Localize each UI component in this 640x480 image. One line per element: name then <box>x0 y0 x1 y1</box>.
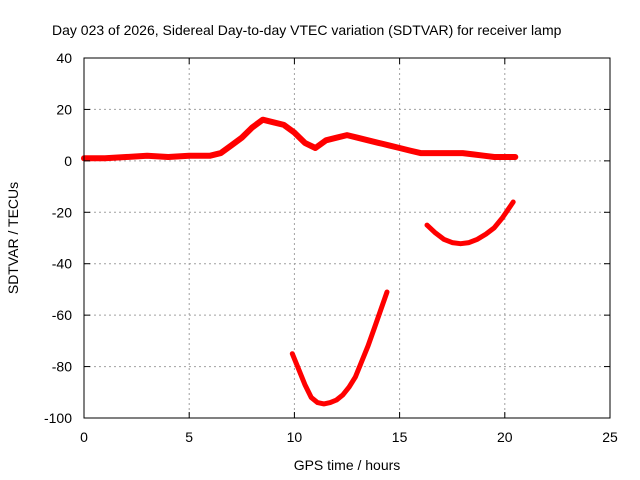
y-tick-label: -80 <box>52 359 72 375</box>
y-tick-labels: -100 -80 -60 -40 -20 0 20 40 <box>44 50 72 426</box>
y-tick-label: 0 <box>64 153 72 169</box>
x-tick-label: 10 <box>287 429 303 445</box>
series-daytime-band <box>81 116 519 162</box>
x-tick-label: 15 <box>392 429 408 445</box>
series-arc-2 <box>424 199 516 247</box>
x-tick-label: 5 <box>185 429 193 445</box>
y-axis-title: SDTVAR / TECUs <box>5 182 21 294</box>
ticks-layer <box>83 57 611 419</box>
series-layer <box>81 116 519 407</box>
y-tick-label: 40 <box>56 50 72 66</box>
y-tick-label: -40 <box>52 256 72 272</box>
y-tick-label: -20 <box>52 204 72 220</box>
grid-layer <box>84 58 610 418</box>
x-tick-label: 0 <box>80 429 88 445</box>
plot-border <box>83 57 611 419</box>
x-tick-label: 25 <box>602 429 618 445</box>
series-arc-1 <box>289 289 390 407</box>
x-axis-title: GPS time / hours <box>294 457 401 473</box>
y-tick-label: -100 <box>44 410 72 426</box>
y-tick-label: -60 <box>52 307 72 323</box>
x-tick-label: 20 <box>497 429 513 445</box>
chart-title: Day 023 of 2026, Sidereal Day-to-day VTE… <box>52 22 562 38</box>
x-tick-labels: 0 5 10 15 20 25 <box>80 429 618 445</box>
y-tick-label: 20 <box>56 101 72 117</box>
